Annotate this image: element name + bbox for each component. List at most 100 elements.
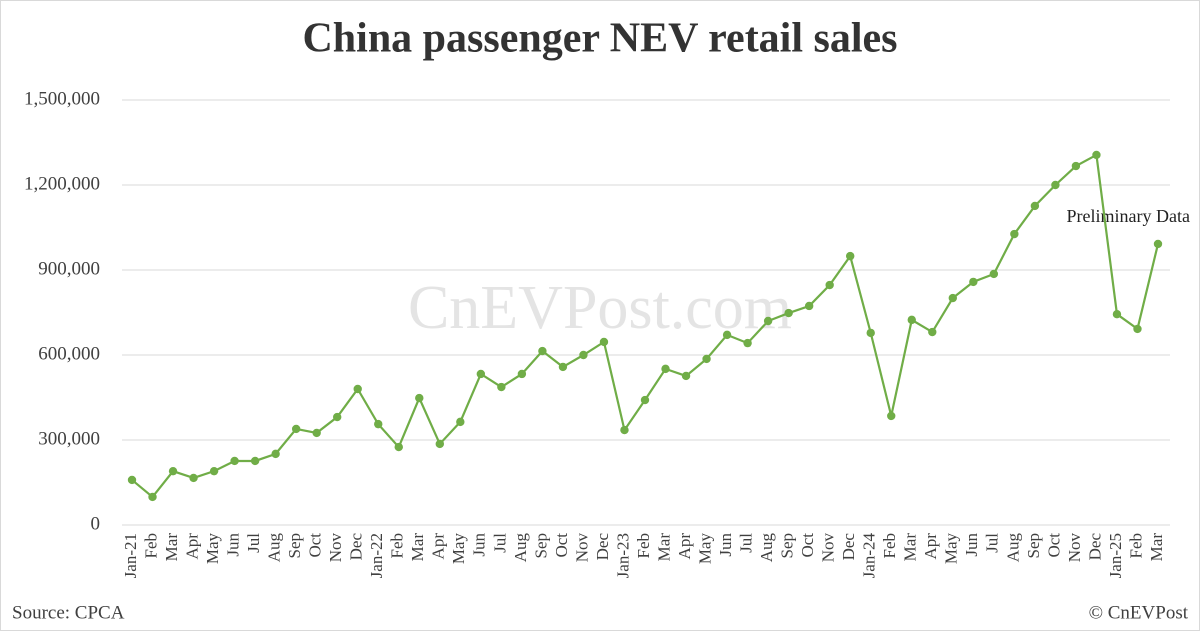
x-tick-label: Feb — [880, 533, 899, 559]
data-point — [1030, 201, 1040, 211]
data-point — [928, 327, 937, 337]
data-point — [353, 384, 362, 394]
x-tick-label: Feb — [388, 533, 407, 559]
data-point — [374, 419, 383, 429]
x-tick-label: Dec — [839, 533, 858, 561]
data-point — [1010, 229, 1019, 239]
x-tick-label: Mar — [1147, 533, 1166, 562]
data-point — [189, 473, 198, 483]
x-tick-label: Jan-23 — [613, 533, 632, 578]
x-tick-label: Feb — [634, 533, 653, 559]
x-tick-label: May — [203, 533, 222, 565]
data-point — [948, 293, 957, 303]
x-tick-label: Jan-22 — [367, 533, 386, 578]
chart-title: China passenger NEV retail sales — [302, 16, 897, 62]
x-tick-label: Feb — [141, 533, 160, 559]
data-point — [538, 346, 547, 356]
data-point — [312, 428, 321, 438]
x-tick-label: Dec — [1085, 533, 1104, 561]
data-point — [148, 492, 157, 502]
data-point — [743, 338, 752, 348]
x-tick-label: Aug — [757, 533, 776, 563]
x-tick-label: Nov — [819, 533, 838, 563]
data-point — [1133, 324, 1142, 334]
source: Source: CPCA — [12, 602, 125, 623]
y-tick-label: 600,000 — [38, 343, 100, 364]
x-tick-label: Apr — [675, 533, 694, 560]
data-point — [989, 269, 999, 279]
data-point — [722, 330, 732, 340]
data-point — [1071, 161, 1081, 171]
x-tick-label: Jan-21 — [121, 533, 140, 578]
data-point — [435, 439, 444, 449]
x-tick-label: Jan-24 — [860, 533, 879, 579]
data-point — [517, 369, 527, 379]
data-point — [476, 369, 486, 379]
data-point — [661, 364, 670, 374]
x-tick-label: May — [449, 533, 468, 565]
y-tick-label: 1,200,000 — [24, 173, 100, 194]
x-tick-label: Aug — [265, 533, 284, 563]
data-point — [333, 412, 342, 422]
x-tick-label: Nov — [1065, 533, 1084, 563]
x-tick-label: May — [942, 533, 961, 565]
data-point — [804, 301, 814, 311]
x-tick-label: Oct — [798, 533, 817, 558]
y-tick-label: 900,000 — [38, 258, 100, 279]
data-point — [763, 316, 773, 326]
data-point — [907, 315, 916, 325]
x-tick-label: Sep — [531, 533, 550, 559]
x-tick-label: Mar — [654, 533, 673, 562]
x-tick-label: Jun — [470, 533, 489, 557]
x-tick-label: Sep — [778, 533, 797, 559]
data-point — [558, 362, 568, 372]
annotation: Preliminary Data — [1067, 206, 1190, 226]
data-point — [415, 393, 424, 403]
data-point — [168, 466, 178, 476]
data-point — [230, 456, 239, 466]
x-tick-label: Feb — [1126, 533, 1145, 559]
data-point — [599, 337, 609, 347]
x-tick-label: Jan-25 — [1106, 533, 1125, 578]
data-point — [784, 308, 793, 318]
x-tick-label: May — [695, 533, 714, 565]
data-point — [394, 442, 403, 452]
data-point — [127, 475, 137, 485]
x-tick-label: Jul — [244, 533, 263, 553]
x-tick-label: Nov — [326, 533, 345, 563]
data-point — [1051, 180, 1060, 190]
x-tick-label: Apr — [921, 533, 940, 560]
x-tick-label: Apr — [429, 533, 448, 560]
x-tick-label: Mar — [162, 533, 181, 562]
data-point — [640, 395, 650, 405]
data-point — [291, 424, 301, 434]
data-point — [846, 251, 855, 261]
x-tick-label: Nov — [572, 533, 591, 563]
x-tick-label: Aug — [1003, 533, 1022, 563]
x-tick-label: Oct — [552, 533, 571, 558]
y-tick-label: 0 — [91, 513, 101, 534]
data-point — [1153, 239, 1163, 249]
x-tick-label: Jun — [962, 533, 981, 557]
x-tick-label: Sep — [285, 533, 304, 559]
data-point — [1112, 310, 1122, 319]
data-point — [681, 371, 691, 381]
x-tick-label: Jul — [983, 533, 1002, 553]
y-tick-label: 1,500,000 — [24, 88, 100, 109]
data-point — [456, 417, 465, 427]
data-point — [866, 328, 875, 338]
data-point — [969, 277, 978, 287]
data-point — [250, 456, 260, 466]
data-point — [620, 425, 629, 435]
x-tick-label: Jun — [716, 533, 735, 557]
x-tick-label: Apr — [182, 533, 201, 560]
x-tick-label: Dec — [347, 533, 366, 561]
x-tick-label: Oct — [1044, 533, 1063, 558]
data-point — [702, 354, 711, 364]
data-point — [1092, 150, 1101, 160]
x-tick-label: Sep — [1024, 533, 1043, 559]
data-point — [579, 350, 588, 360]
data-point — [825, 280, 834, 290]
x-tick-label: Dec — [593, 533, 612, 561]
